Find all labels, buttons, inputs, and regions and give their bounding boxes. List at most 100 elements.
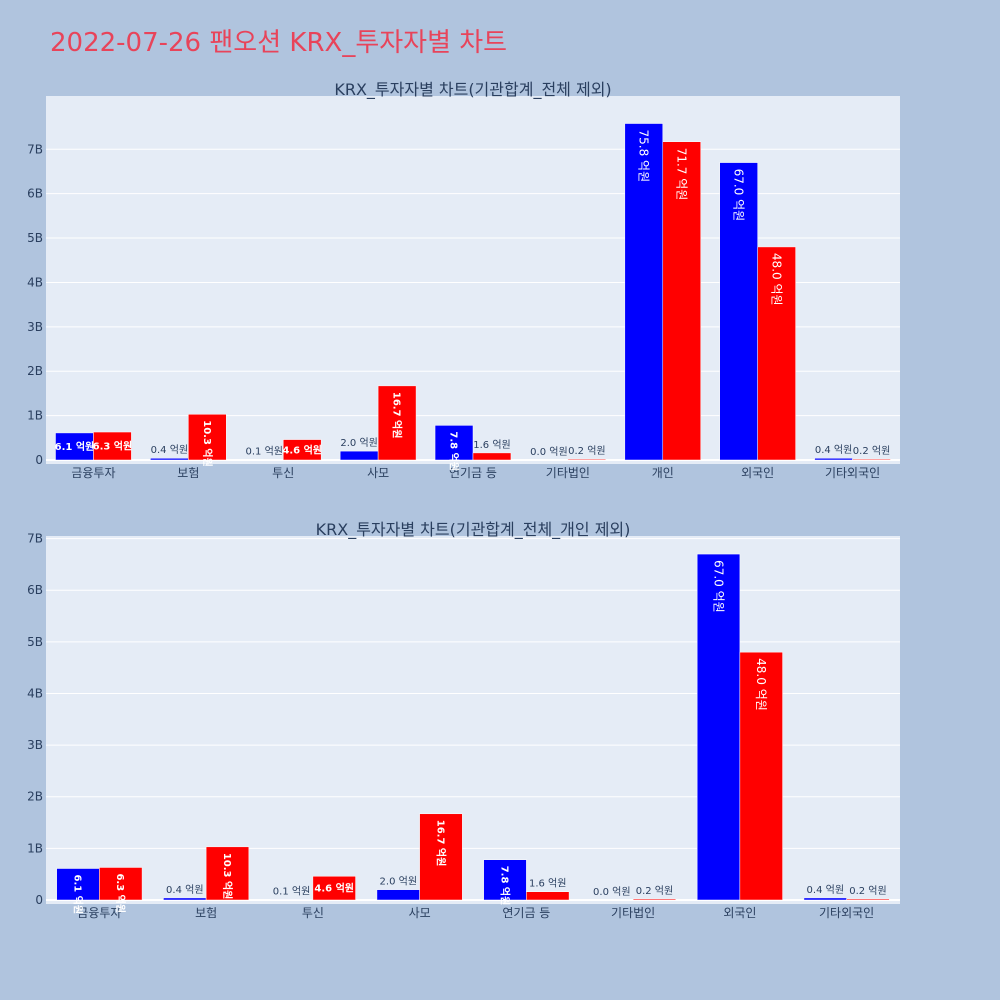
- x-tick-label: 보험: [177, 466, 199, 480]
- x-tick-label: 연기금 등: [449, 466, 497, 480]
- y-tick-label: 7B: [27, 532, 43, 546]
- y-tick-label: 6B: [27, 187, 43, 201]
- chart-title: KRX_투자자별 차트(기관합계_전체 제외): [334, 80, 611, 100]
- data-label: 16.7 억원: [434, 820, 447, 867]
- data-label: 1.6 억원: [529, 878, 566, 890]
- data-label: 4.6 억원: [314, 882, 354, 895]
- x-tick-label: 기타외국인: [825, 466, 880, 480]
- bar: [472, 452, 512, 461]
- data-label: 0.4 억원: [815, 444, 852, 456]
- x-tick-label: 금융투자: [71, 466, 115, 480]
- data-label: 4.6 억원: [282, 443, 322, 456]
- data-label: 48.0 억원: [769, 253, 783, 306]
- chart-1: 0 1B 2B 3B 4B 5B 6B 7B KRX_투자자별 차트(기관합계_전체 제외) 금융…: [27, 80, 900, 480]
- x-tick-label: 기타외국인: [819, 906, 874, 920]
- data-label: 48.0 억원: [754, 658, 768, 711]
- data-label: 0.2 억원: [849, 885, 886, 897]
- bar: [282, 439, 322, 461]
- data-label: 2.0 억원: [340, 437, 377, 449]
- data-label: 0.0 억원: [593, 886, 630, 898]
- x-tick-label: 사모: [409, 906, 431, 920]
- data-label: 6.3 억원: [93, 440, 133, 453]
- bar: [163, 897, 207, 901]
- data-label: 0.0 억원: [530, 446, 567, 458]
- data-label: 6.1 억원: [72, 875, 85, 915]
- y-tick-label: 0: [35, 893, 43, 907]
- y-tick-label: 4B: [27, 686, 43, 700]
- data-label: 0.2 억원: [568, 445, 605, 457]
- bar: [739, 651, 783, 901]
- chart-2: 0 1B 2B 3B 4B 5B 6B 7B KRX_투자자별 차트(기관합계_전체_개인 제외…: [27, 520, 900, 920]
- data-label: 0.4 억원: [807, 884, 844, 896]
- bar: [719, 162, 758, 461]
- data-label: 67.0 억원: [711, 560, 725, 613]
- bar: [99, 867, 143, 901]
- bar: [339, 450, 379, 461]
- bar: [846, 898, 890, 901]
- x-tick-label: 기타법인: [611, 906, 655, 920]
- bar: [434, 425, 474, 461]
- y-tick-label: 3B: [27, 738, 43, 752]
- bar: [696, 553, 741, 901]
- bar: [526, 891, 570, 901]
- bar: [814, 457, 853, 461]
- data-label: 67.0 억원: [731, 169, 745, 222]
- y-tick-label: 5B: [27, 231, 43, 245]
- page-title: 2022-07-26 팬오션 KRX_투자자별 차트: [50, 28, 508, 58]
- data-label: 0.1 억원: [246, 446, 283, 458]
- bar: [56, 868, 100, 901]
- x-tick-label: 보험: [195, 906, 217, 920]
- data-label: 16.7 억원: [391, 392, 404, 439]
- bar: [93, 431, 132, 461]
- data-label: 7.8 억원: [448, 431, 461, 471]
- data-label: 0.2 억원: [636, 885, 673, 897]
- bar: [632, 898, 677, 901]
- bar: [483, 859, 527, 901]
- data-label: 75.8 억원: [637, 130, 651, 183]
- x-tick-label: 투신: [272, 466, 294, 480]
- data-label: 10.3 억원: [201, 420, 214, 467]
- bar: [312, 875, 356, 901]
- bar: [150, 457, 189, 461]
- bar: [188, 414, 227, 461]
- bar: [624, 123, 664, 461]
- y-tick-label: 0: [35, 453, 43, 467]
- bar: [205, 846, 250, 901]
- bar: [376, 889, 420, 901]
- x-tick-label: 개인: [652, 466, 674, 480]
- y-tick-label: 2B: [27, 364, 43, 378]
- x-tick-label: 사모: [367, 466, 389, 480]
- bar: [852, 458, 891, 461]
- bar: [419, 813, 463, 901]
- data-label: 0.4 억원: [166, 884, 203, 896]
- y-tick-label: 7B: [27, 142, 43, 156]
- x-tick-label: 외국인: [723, 906, 756, 920]
- data-label: 0.1 억원: [273, 885, 310, 897]
- y-tick-label: 2B: [27, 790, 43, 804]
- x-tick-label: 연기금 등: [502, 906, 550, 920]
- bar: [269, 899, 314, 901]
- x-tick-label: 기타법인: [546, 466, 590, 480]
- data-label: 6.3 억원: [114, 873, 127, 913]
- bar: [803, 897, 847, 901]
- bar: [662, 141, 701, 461]
- bar: [757, 246, 796, 461]
- data-label: 0.2 억원: [853, 445, 890, 457]
- y-tick-label: 6B: [27, 583, 43, 597]
- x-tick-label: 외국인: [741, 466, 774, 480]
- data-label: 7.8 억원: [499, 866, 512, 906]
- data-label: 10.3 억원: [221, 853, 234, 900]
- y-tick-label: 1B: [27, 409, 43, 423]
- data-label: 71.7 억원: [675, 148, 689, 201]
- data-label: 2.0 억원: [380, 876, 417, 888]
- bar: [377, 385, 417, 461]
- data-label: 1.6 억원: [473, 439, 510, 451]
- y-tick-label: 4B: [27, 275, 43, 289]
- chart-title: KRX_투자자별 차트(기관합계_전체_개인 제외): [316, 520, 631, 540]
- x-tick-label: 금융투자: [77, 906, 121, 920]
- data-label: 0.4 억원: [151, 444, 188, 456]
- x-tick-label: 투신: [302, 906, 324, 920]
- y-tick-label: 5B: [27, 635, 43, 649]
- y-tick-label: 1B: [27, 841, 43, 855]
